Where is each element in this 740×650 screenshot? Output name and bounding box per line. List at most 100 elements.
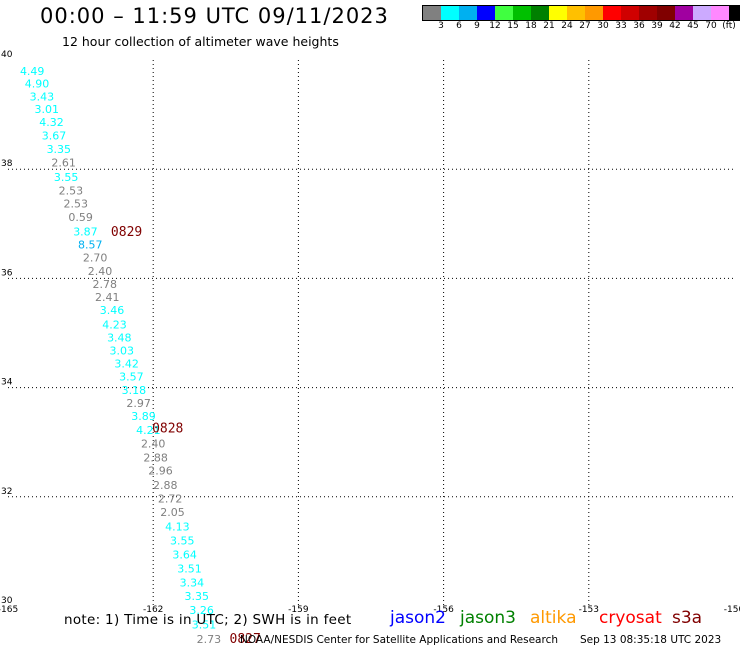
swh-observation: 2.40: [141, 437, 166, 450]
pass-time-label: 0828: [152, 422, 183, 437]
swh-observation: 2.88: [153, 479, 178, 492]
swh-observation: 3.26: [189, 604, 214, 617]
legend-label: 3: [438, 21, 444, 31]
swh-observation: 4.32: [39, 116, 64, 129]
swh-observation: 4.21: [136, 424, 161, 437]
swh-observation: 3.64: [172, 549, 197, 562]
lon-tick-label: -150: [724, 605, 740, 615]
swh-observation: 3.55: [54, 171, 79, 184]
swh-observation: 3.57: [119, 371, 144, 384]
lon-tick-label: -165: [0, 605, 18, 615]
legend-label: 6: [456, 21, 462, 31]
legend-swatch: [729, 6, 740, 20]
swh-observation: 2.05: [160, 506, 185, 519]
swh-observation: 3.03: [109, 344, 134, 357]
legend-swatch: [567, 6, 585, 20]
swh-observation: 3.01: [34, 103, 59, 116]
swh-observation: 2.41: [95, 291, 120, 304]
swh-observation: 2.53: [59, 184, 84, 197]
legend-swatch: [513, 6, 531, 20]
swh-observation: 8.57: [78, 239, 103, 252]
swh-observation: 2.97: [126, 397, 151, 410]
pass-time-label: 0827: [230, 632, 261, 647]
swh-observation: 0.59: [68, 211, 93, 224]
swh-observation: 2.88: [143, 451, 168, 464]
legend-swatch: [657, 6, 675, 20]
swh-observation: 3.43: [30, 91, 55, 104]
swh-observation: 3.48: [107, 331, 132, 344]
legend-swatch: [639, 6, 657, 20]
legend-label: (ft): [722, 21, 736, 31]
legend-swatch: [549, 6, 567, 20]
legend-label: 36: [633, 21, 645, 31]
swh-observation: 3.51: [192, 619, 217, 632]
swh-observation: 2.53: [64, 198, 89, 211]
page-title: 00:00 – 11:59 UTC 09/11/2023: [40, 4, 389, 28]
lon-tick-label: -159: [288, 605, 309, 615]
satellite-cryosat: cryosat: [599, 608, 662, 628]
footer-timestamp: Sep 13 08:35:18 UTC 2023: [580, 634, 722, 646]
legend-swatch: [711, 6, 729, 20]
legend-swatch: [441, 6, 459, 20]
color-scale-legend: [422, 5, 740, 21]
legend-swatch: [531, 6, 549, 20]
legend-swatch: [603, 6, 621, 20]
swh-observation: 4.13: [165, 520, 190, 533]
legend-label: 18: [525, 21, 537, 31]
swh-observation: 2.72: [158, 492, 183, 505]
legend-swatch: [621, 6, 639, 20]
lat-tick-label: 34: [1, 378, 13, 388]
legend-swatch: [495, 6, 513, 20]
swh-observation: 2.70: [83, 252, 108, 265]
swh-observation: 2.40: [88, 265, 113, 278]
satellite-altika: altika: [530, 608, 577, 628]
lon-tick-label: -153: [579, 605, 599, 615]
page-subtitle: 12 hour collection of altimeter wave hei…: [62, 34, 339, 49]
lat-tick-label: 32: [1, 487, 12, 497]
lat-tick-label: 38: [1, 159, 13, 169]
swh-observation: 3.35: [185, 590, 210, 603]
footer-organization: NOAA/NESDIS Center for Satellite Applica…: [240, 634, 558, 646]
legend-label: 15: [507, 21, 519, 31]
legend-label: 12: [489, 21, 501, 31]
legend-swatch: [459, 6, 477, 20]
legend-label: 70: [705, 21, 717, 31]
lat-tick-label: 30: [1, 596, 13, 606]
lon-tick-label: -162: [143, 605, 163, 615]
swh-observation: 3.42: [114, 358, 139, 371]
lat-tick-label: 40: [1, 50, 13, 60]
swh-observation: 2.73: [197, 633, 222, 646]
swh-observation: 4.49: [20, 65, 45, 78]
wave-height-map: -165 -162 -159 -156 -153 -150 30 32 34 36 38 40 4.49…: [0, 50, 740, 647]
legend-label: 24: [561, 21, 573, 31]
lon-tick-label: -156: [433, 605, 454, 615]
swh-observation: 4.90: [25, 77, 50, 90]
swh-observation: 3.34: [180, 577, 205, 590]
swh-observation: 2.96: [148, 465, 173, 478]
swh-observation: 3.51: [177, 562, 202, 575]
legend-label: 27: [579, 21, 591, 31]
units-note: note: 1) Time is in UTC; 2) SWH is in fe…: [64, 612, 352, 628]
swh-observation: 2.78: [93, 278, 118, 291]
legend-label: 30: [597, 21, 609, 31]
legend-label: 45: [687, 21, 699, 31]
swh-observation: 4.23: [102, 318, 127, 331]
legend-label: 21: [543, 21, 555, 31]
swh-observation: 2.61: [51, 157, 76, 170]
swh-observation: 3.35: [47, 143, 72, 156]
legend-swatch: [423, 6, 441, 20]
swh-observation: 3.67: [42, 129, 67, 142]
legend-label: 33: [615, 21, 627, 31]
satellite-jason2: jason2: [390, 608, 446, 628]
legend-swatch: [585, 6, 603, 20]
legend-swatch: [675, 6, 693, 20]
swh-observation: 3.89: [131, 410, 156, 423]
swh-observation: 3.46: [100, 304, 125, 317]
legend-swatch: [477, 6, 495, 20]
legend-swatch: [693, 6, 711, 20]
swh-observation: 3.87: [73, 225, 98, 238]
swh-observation: 3.18: [122, 384, 147, 397]
legend-label: 9: [474, 21, 480, 31]
legend-label: 39: [651, 21, 663, 31]
swh-observation: 3.55: [170, 534, 195, 547]
